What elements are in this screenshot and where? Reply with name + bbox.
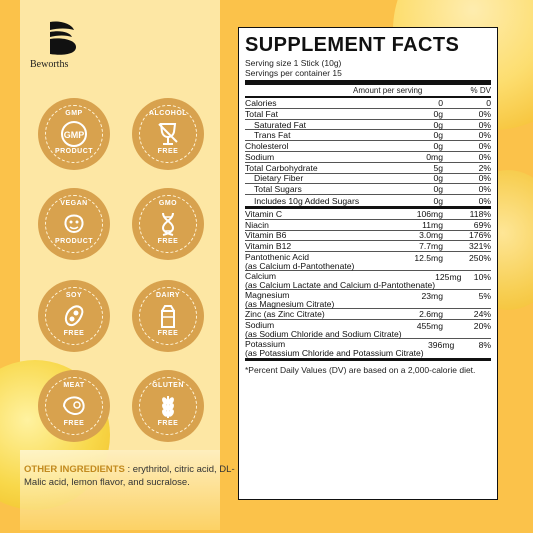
vitamin-row: Potassium (as Potassium Chloride and Pota… [245,338,491,358]
facts-row: Sodium 0mg 0% [245,151,491,163]
vitamin-row: Vitamin B6 3.0mg 176% [245,230,491,242]
badge-alcohol-free: ALCOHOL FREE [132,98,204,170]
vitamin-row: Niacin 11mg 69% [245,219,491,231]
badge-bottom-label: FREE [63,330,85,337]
vitamin-row: Pantothenic Acid (as Calcium d-Pantothena… [245,252,491,272]
facts-header: Amount per serving % DV [245,85,491,98]
facts-row: Cholesterol 0g 0% [245,141,491,152]
facts-row: Saturated Fat 0g 0% [245,120,491,131]
badge-bottom-label: FREE [63,420,85,427]
badge-meat-free: MEAT FREE [38,370,110,442]
ingredients-panel [20,450,220,530]
facts-title: SUPPLEMENT FACTS [245,34,460,56]
badge-top-label: GLUTEN [152,382,184,389]
wheat-icon [162,396,174,418]
facts-row: Trans Fat 0g 0% [245,130,491,142]
milk-icon [161,305,175,328]
facts-row: Total Carbohydrate 5g 2% [245,162,491,174]
badge-top-label: VEGAN [60,200,88,207]
vegan-icon [64,214,84,234]
svg-text:GMP: GMP [64,130,85,140]
badge-bottom-label: FREE [157,238,179,245]
badge-top-label: GMP [65,110,83,117]
facts-footnote: *Percent Daily Values (DV) are based on … [245,364,476,375]
meat-icon [62,396,85,415]
supplement-facts-panel: SUPPLEMENT FACTS Serving size 1 Stick (1… [238,27,498,500]
header-dv: % DV [470,86,491,95]
badge-bottom-label: PRODUCT [54,238,94,245]
badge-top-label: MEAT [63,382,85,389]
brand-name: Beworths [30,59,69,70]
badge-bottom-label: PRODUCT [54,148,94,155]
wine-glass-icon [158,123,178,145]
divider-section [245,205,491,209]
badge-vegan-product: VEGAN PRODUCT [38,188,110,260]
badge-bottom-label: FREE [157,148,179,155]
facts-row: Total Fat 0g 0% [245,108,491,120]
badge-top-label: ALCOHOL [148,110,188,117]
vitamin-row: Vitamin C 106mg 118% [245,208,491,220]
other-ingredients: OTHER INGREDIENTS : erythritol, citric a… [24,464,236,489]
badge-bottom-label: FREE [157,420,179,427]
divider-section [245,357,491,361]
badge-gluten-free: GLUTEN FREE [132,370,204,442]
facts-row: Dietary Fiber 0g 0% [245,173,491,185]
soy-icon [64,305,84,326]
divider-thick [245,80,491,85]
gmp-icon: GMP [61,121,87,147]
badge-top-label: DAIRY [155,292,181,299]
vitamin-row: Zinc (as Zinc Citrate) 2.6mg 24% [245,309,491,320]
badge-soy-free: SOY FREE [38,280,110,352]
badge-top-label: GMO [158,200,178,207]
badge-gmo-free: GMO FREE [132,188,204,260]
serving-size: Serving size 1 Stick (10g) [245,58,342,68]
badge-top-label: SOY [65,292,83,299]
badge-bottom-label: FREE [157,330,179,337]
brand-logo-mark-icon [50,21,76,55]
vitamin-row: Calcium (as Calcium Lactate and Calcium d… [245,271,491,291]
servings-per-container: Servings per container 15 [245,68,342,78]
dna-icon [161,212,175,236]
badge-dairy-free: DAIRY FREE [132,280,204,352]
vitamin-row: Vitamin B12 7.7mg 321% [245,241,491,253]
other-ingredients-text: : erythritol, citric acid, DL-Malic acid… [24,464,235,488]
vitamin-row: Sodium (as Sodium Chloride and Sodium Cit… [245,319,491,339]
badge-gmp-product: GMP GMP PRODUCT [38,98,110,170]
header-amount: Amount per serving [353,86,423,95]
facts-row: Includes 10g Added Sugars 0g 0% [254,195,491,206]
vitamin-row: Magnesium (as Magnesium Citrate) 23mg 5% [245,290,491,310]
facts-row: Total Sugars 0g 0% [245,184,491,196]
facts-row: Calories 0 0 [245,97,491,109]
other-ingredients-label: OTHER INGREDIENTS [24,464,125,475]
